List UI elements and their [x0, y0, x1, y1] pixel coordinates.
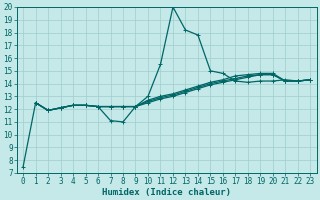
X-axis label: Humidex (Indice chaleur): Humidex (Indice chaleur) — [102, 188, 231, 197]
